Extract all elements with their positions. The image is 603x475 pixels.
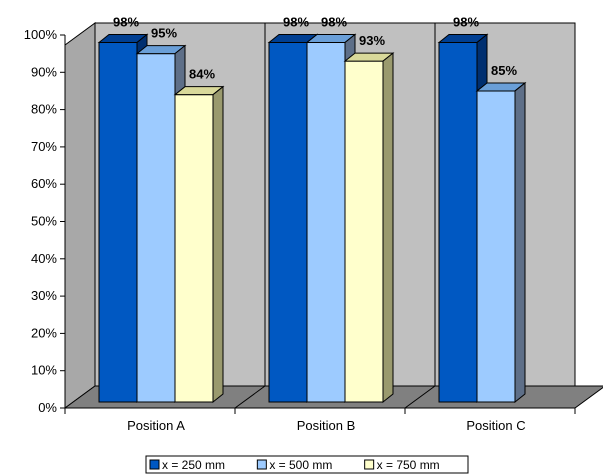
x-category-label: Position B [297,418,356,433]
data-label: 93% [359,33,385,48]
legend-swatch [256,459,267,470]
y-tick-label: 50% [31,214,57,229]
bar-series-group [97,33,527,404]
legend-label: x = 750 mm [377,458,440,472]
bar [475,81,527,404]
data-label: 98% [113,14,139,29]
y-axis: 0% 10% 20% 30% 40% 50% 60% 70% 80% 90% 100% [24,27,66,415]
y-tick-label: 60% [31,176,57,191]
data-label: 85% [491,63,517,78]
floor-divider [404,385,436,409]
bar [343,52,395,404]
legend-swatch [149,459,160,470]
data-label: 84% [189,67,215,82]
data-labels-group: 98% 95% 84% 98% 98% 93% 98% 85% [113,14,517,81]
bar-side [382,52,394,404]
legend-label: x = 250 mm [162,458,225,472]
bar-front [98,41,138,403]
bar-front [268,41,308,403]
bar-side [514,81,526,404]
y-tick-label: 40% [31,251,57,266]
y-tick-label: 80% [31,102,57,117]
y-tick-label: 90% [31,64,57,79]
data-label: 95% [151,26,177,41]
bar-front [136,53,176,403]
legend: x = 250 mm x = 500 mm x = 750 mm [145,455,469,474]
y-tick-label: 30% [31,288,57,303]
data-label: 98% [453,14,479,29]
x-category-label: Position C [466,418,525,433]
y-tick-label: 10% [31,363,57,378]
legend-label: x = 500 mm [269,458,332,472]
bar-front [344,60,384,403]
legend-swatch [364,459,375,470]
bar-front [306,41,346,403]
data-label: 98% [321,14,347,29]
bar-front [438,41,478,403]
y-tick-label: 70% [31,139,57,154]
side-wall [64,22,96,409]
legend-box [145,455,469,474]
bar [173,85,225,404]
floor-divider [234,385,266,409]
y-tick-label: 20% [31,325,57,340]
y-tick-label: 0% [38,400,57,415]
data-label: 98% [283,14,309,29]
y-tick-label: 100% [24,27,58,42]
x-category-label: Position A [127,418,185,433]
bar-side [212,85,224,404]
x-axis: Position A Position B Position C [64,407,576,433]
bar-front [476,90,516,403]
bar-front [174,94,214,403]
